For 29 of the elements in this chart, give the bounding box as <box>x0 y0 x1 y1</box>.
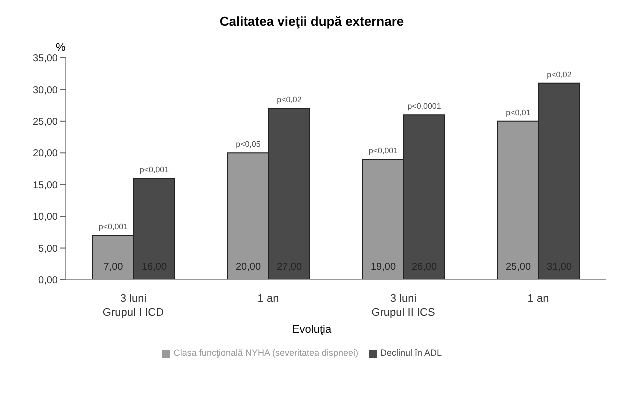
y-tick-label: 10,00 <box>32 212 58 224</box>
data-label: 20,00 <box>236 262 262 273</box>
y-axis-title: % <box>56 42 66 54</box>
annotation: p<0,001 <box>368 146 399 156</box>
annotation: p<0,0001 <box>408 102 442 112</box>
annotation: p<0,01 <box>506 108 532 118</box>
x-tick-label: 3 luni Grupul I ICD <box>102 293 164 319</box>
annotation: p<0,02 <box>547 70 572 80</box>
y-tick-label: 5,00 <box>38 244 58 255</box>
x-tick-label: 1 an <box>258 293 280 305</box>
data-label: 25,00 <box>506 262 532 273</box>
y-tick-label: 35,00 <box>32 54 58 65</box>
data-label: 7,00 <box>104 262 124 273</box>
data-label: 19,00 <box>370 262 396 273</box>
y-tick-label: 20,00 <box>32 148 58 160</box>
y-tick-label: 0,00 <box>38 276 58 287</box>
x-axis-title: Evoluţia <box>291 324 333 336</box>
x-tick-label: 3 luni Grupul II ICS <box>372 293 436 319</box>
annotation: p<0,001 <box>98 222 129 232</box>
annotation: p<0,02 <box>277 96 302 105</box>
legend-label: Clasa funcţională NYHA (severitatea dispneei) <box>174 348 359 358</box>
y-tick-label: 25,00 <box>32 116 58 128</box>
annotation: p<0,001 <box>140 166 170 175</box>
y-tick-label: 15,00 <box>32 180 58 192</box>
x-tick-label: 1 an <box>528 293 550 305</box>
y-tick-label: 30,00 <box>32 85 58 96</box>
chart-title: Calitatea vieţii după externare <box>218 13 406 31</box>
annotation: p<0,05 <box>236 140 262 150</box>
legend-label: Declinul în ADL <box>380 348 442 358</box>
